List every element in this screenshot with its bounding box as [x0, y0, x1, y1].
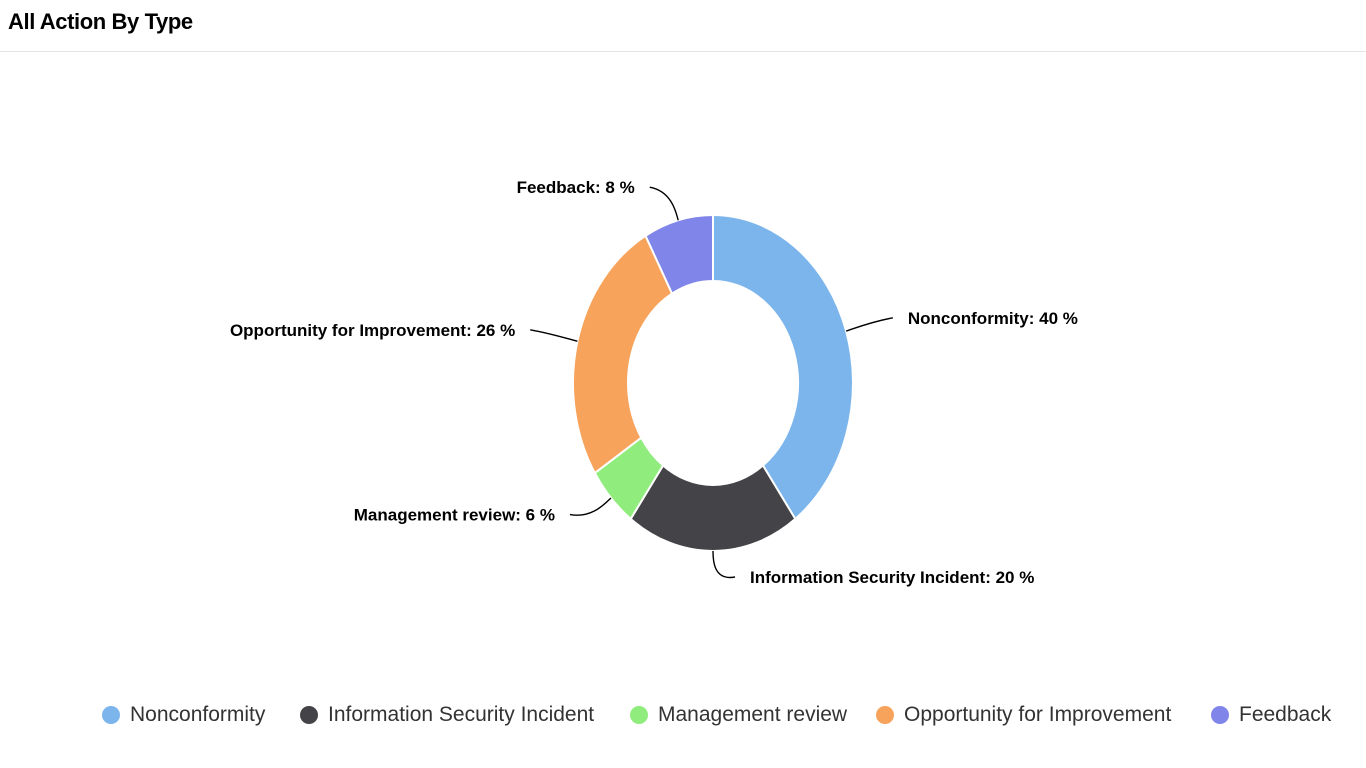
page-title: All Action By Type	[8, 9, 193, 34]
legend-label: Information Security Incident	[328, 703, 595, 726]
legend-label: Opportunity for Improvement	[904, 703, 1172, 726]
slice-labels: Nonconformity: 40 % Information Security …	[230, 178, 1078, 587]
legend-item-information-security-incident[interactable]: Information Security Incident	[300, 698, 594, 732]
legend-dot-icon	[630, 706, 648, 724]
slice-nonconformity[interactable]	[712, 214, 854, 520]
legend-label: Nonconformity	[130, 703, 266, 726]
slice-label-information-security-incident: Information Security Incident: 20 %	[750, 568, 1034, 587]
connector-management-review	[569, 497, 612, 516]
legend-dot-icon	[876, 706, 894, 724]
slice-feedback[interactable]	[644, 214, 714, 295]
connector-nonconformity	[845, 317, 894, 332]
legend-label: Management review	[658, 703, 848, 726]
legend-label: Feedback	[1239, 703, 1332, 726]
legend-item-management-review[interactable]: Management review	[630, 698, 847, 732]
legend-item-feedback[interactable]: Feedback	[1211, 698, 1331, 732]
connector-opportunity-for-improvement	[530, 329, 578, 342]
legend-item-nonconformity[interactable]: Nonconformity	[102, 698, 265, 732]
label-connectors	[530, 186, 894, 579]
slice-label-feedback: Feedback: 8 %	[517, 178, 635, 197]
legend-dot-icon	[102, 706, 120, 724]
slice-opportunity-for-improvement[interactable]	[572, 234, 674, 475]
legend-dot-icon	[300, 706, 318, 724]
legend-item-opportunity-for-improvement[interactable]: Opportunity for Improvement	[876, 698, 1171, 732]
donut-chart: Nonconformity: 40 % Information Security …	[230, 178, 1078, 587]
chart-legend: Nonconformity Information Security Incid…	[0, 698, 1366, 732]
slice-label-management-review: Management review: 6 %	[354, 506, 555, 525]
slice-label-nonconformity: Nonconformity: 40 %	[908, 309, 1078, 328]
connector-feedback	[649, 186, 679, 221]
connector-information-security-incident	[712, 550, 736, 579]
chart-header: All Action By Type	[0, 0, 1366, 52]
donut-slices	[572, 214, 854, 552]
legend-dot-icon	[1211, 706, 1229, 724]
slice-label-opportunity-for-improvement: Opportunity for Improvement: 26 %	[230, 321, 515, 340]
